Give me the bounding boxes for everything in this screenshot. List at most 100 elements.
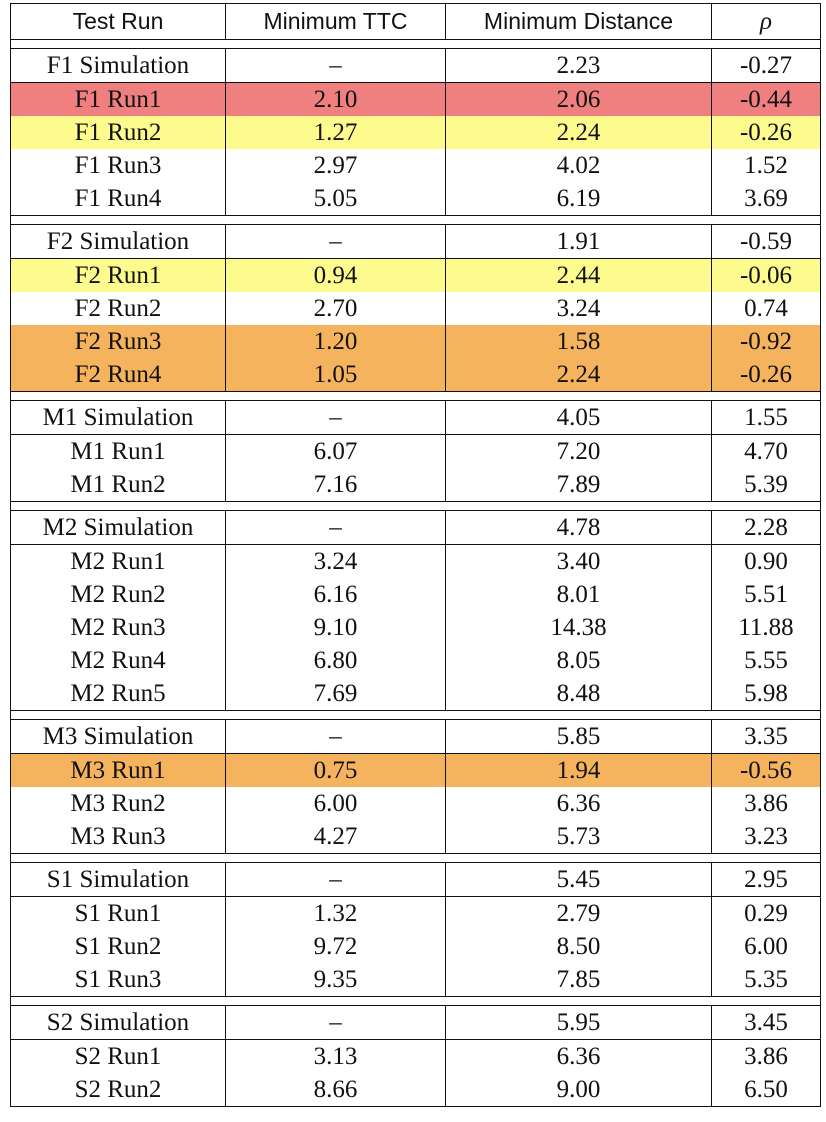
min-ttc-cell: – xyxy=(226,401,446,434)
min-ttc-cell: 6.16 xyxy=(226,578,446,611)
rho-cell: 1.52 xyxy=(744,151,788,179)
results-table: Test Run Minimum TTC Minimum Distance ρ … xyxy=(10,3,821,1107)
test-run-cell: S2 Run1 xyxy=(11,1040,226,1073)
rho-cell: 0.29 xyxy=(744,899,788,927)
test-run-cell: F1 Run2 xyxy=(11,116,226,149)
min-distance-cell: 3.40 xyxy=(446,545,712,578)
rho-cell: -0.92 xyxy=(739,327,793,355)
min-ttc-cell: 4.27 xyxy=(226,820,446,853)
min-distance-cell: 6.36 xyxy=(446,1040,712,1073)
min-distance-cell: 8.50 xyxy=(446,930,712,963)
rho-cell: 6.00 xyxy=(744,932,788,960)
row-group: M2 Simulation –4.78 2.28 M2 Run1 3.24 3.40 0.9… xyxy=(10,510,821,711)
rho-cell: 5.98 xyxy=(744,679,788,707)
test-run-cell: F1 Run1 xyxy=(11,83,226,116)
run-row: M2 Run1 3.24 3.40 0.90 xyxy=(11,545,820,578)
test-run-cell: F2 Run1 xyxy=(11,259,226,292)
rho-cell: 5.39 xyxy=(744,470,788,498)
run-row: F1 Run3 2.97 4.02 1.52 xyxy=(11,149,820,182)
min-ttc-cell: 9.72 xyxy=(226,930,446,963)
min-distance-cell: 2.06 xyxy=(446,83,712,116)
min-distance-cell: 1.58 xyxy=(446,325,712,358)
rho-cell: 3.45 xyxy=(744,1008,788,1036)
header-min-distance: Minimum Distance xyxy=(446,4,712,39)
group-separator xyxy=(10,711,821,719)
run-row: F2 Run4 1.05 2.24 -0.26 xyxy=(11,358,820,391)
test-run-cell: F2 Run2 xyxy=(11,292,226,325)
min-ttc-cell: 7.16 xyxy=(226,468,446,501)
run-row: S1 Run3 9.35 7.85 5.35 xyxy=(11,963,820,996)
min-distance-cell: 8.05 xyxy=(446,644,712,677)
min-ttc-cell: 7.69 xyxy=(226,677,446,710)
min-ttc-cell: – xyxy=(226,720,446,753)
run-row: F2 Run2 2.70 3.24 0.74 xyxy=(11,292,820,325)
table-body: F1 Simulation –2.23 -0.27 F1 Run1 2.10 2.06 -0… xyxy=(10,40,821,1107)
min-distance-cell: 2.24 xyxy=(446,358,712,391)
run-row: S2 Run2 8.66 9.00 6.50 xyxy=(11,1073,820,1106)
rho-cell: 2.95 xyxy=(744,865,788,893)
rho-cell: -0.59 xyxy=(739,227,793,255)
min-distance-cell: 5.95 xyxy=(446,1006,712,1039)
simulation-row: S1 Simulation –5.45 2.95 xyxy=(11,863,820,897)
group-separator xyxy=(10,392,821,400)
test-run-cell: S1 Run2 xyxy=(11,930,226,963)
min-ttc-cell: 2.97 xyxy=(226,149,446,182)
min-ttc-cell: 2.70 xyxy=(226,292,446,325)
row-group: F1 Simulation –2.23 -0.27 F1 Run1 2.10 2.06 -0… xyxy=(10,48,821,216)
min-distance-cell: 2.44 xyxy=(446,259,712,292)
min-ttc-cell: 0.75 xyxy=(226,754,446,787)
rho-cell: -0.26 xyxy=(739,118,793,146)
rho-cell: 11.88 xyxy=(738,613,794,641)
simulation-row: M1 Simulation –4.05 1.55 xyxy=(11,401,820,435)
min-ttc-cell: 1.32 xyxy=(226,897,446,930)
min-distance-cell: 5.85 xyxy=(446,720,712,753)
row-group: F2 Simulation –1.91 -0.59 F2 Run1 0.94 2.44 -0… xyxy=(10,224,821,392)
min-distance-cell: 2.24 xyxy=(446,116,712,149)
row-group: S2 Simulation –5.95 3.45 S2 Run1 3.13 6.36 3.8… xyxy=(10,1005,821,1107)
rho-cell: 2.28 xyxy=(744,513,788,541)
min-ttc-cell: 2.10 xyxy=(226,83,446,116)
run-row: M2 Run3 9.10 14.38 11.88 xyxy=(11,611,820,644)
test-run-cell: S1 Run1 xyxy=(11,897,226,930)
rho-cell: 5.35 xyxy=(744,965,788,993)
run-row: F2 Run1 0.94 2.44 -0.06 xyxy=(11,259,820,292)
run-row: M2 Run5 7.69 8.48 5.98 xyxy=(11,677,820,710)
min-distance-cell: 4.02 xyxy=(446,149,712,182)
run-row: S2 Run1 3.13 6.36 3.86 xyxy=(11,1040,820,1073)
min-ttc-cell: – xyxy=(226,1006,446,1039)
run-row: F1 Run4 5.05 6.19 3.69 xyxy=(11,182,820,215)
test-run-cell: F1 Simulation xyxy=(11,49,226,82)
test-run-cell: M2 Run5 xyxy=(11,677,226,710)
min-distance-cell: 6.36 xyxy=(446,787,712,820)
rho-cell: 3.69 xyxy=(744,184,788,212)
run-row: S1 Run2 9.72 8.50 6.00 xyxy=(11,930,820,963)
min-ttc-cell: 6.00 xyxy=(226,787,446,820)
min-ttc-cell: 3.13 xyxy=(226,1040,446,1073)
min-distance-cell: 1.94 xyxy=(446,754,712,787)
group-separator xyxy=(10,854,821,862)
test-run-cell: M1 Simulation xyxy=(11,401,226,434)
min-distance-cell: 7.20 xyxy=(446,435,712,468)
header-test-run: Test Run xyxy=(11,4,226,39)
run-row: M3 Run1 0.75 1.94 -0.56 xyxy=(11,754,820,787)
test-run-cell: F2 Simulation xyxy=(11,225,226,258)
rho-cell: 3.35 xyxy=(744,722,788,750)
min-ttc-cell: 6.80 xyxy=(226,644,446,677)
min-distance-cell: 14.38 xyxy=(446,611,712,644)
group-separator xyxy=(10,502,821,510)
run-row: M1 Run2 7.16 7.89 5.39 xyxy=(11,468,820,501)
test-run-cell: F2 Run4 xyxy=(11,358,226,391)
rho-cell: 3.23 xyxy=(744,822,788,850)
min-distance-cell: 7.89 xyxy=(446,468,712,501)
test-run-cell: M3 Run2 xyxy=(11,787,226,820)
min-distance-cell: 5.73 xyxy=(446,820,712,853)
test-run-cell: M2 Run3 xyxy=(11,611,226,644)
rho-cell: -0.27 xyxy=(739,51,793,79)
min-distance-cell: 6.19 xyxy=(446,182,712,215)
min-distance-cell: 5.45 xyxy=(446,863,712,896)
run-row: M1 Run1 6.07 7.20 4.70 xyxy=(11,435,820,468)
simulation-row: S2 Simulation –5.95 3.45 xyxy=(11,1006,820,1040)
min-ttc-cell: 8.66 xyxy=(226,1073,446,1106)
run-row: F1 Run1 2.10 2.06 -0.44 xyxy=(11,83,820,116)
rho-cell: 3.86 xyxy=(744,789,788,817)
